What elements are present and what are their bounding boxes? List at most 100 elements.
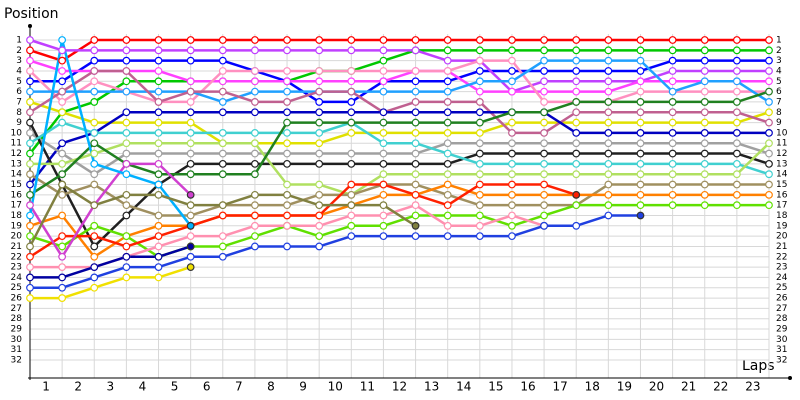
position-marker [508, 87, 516, 96]
position-marker [668, 159, 677, 168]
position-marker [668, 129, 677, 137]
position-marker [218, 108, 227, 117]
position-marker [475, 129, 484, 137]
position-marker [315, 129, 324, 137]
position-marker [347, 232, 356, 241]
position-marker [58, 36, 67, 44]
position-marker [411, 190, 420, 199]
position-marker [700, 46, 709, 55]
position-marker [700, 98, 709, 106]
position-marker [475, 87, 484, 96]
position-marker [26, 87, 34, 96]
position-marker [154, 98, 163, 106]
position-marker [475, 221, 484, 230]
position-marker [379, 232, 388, 241]
position-marker [283, 159, 291, 168]
position-marker [475, 211, 484, 220]
position-marker [347, 129, 356, 137]
position-marker [26, 221, 34, 230]
y-tick-label: 7 [16, 97, 22, 107]
position-marker [604, 190, 613, 199]
position-marker [90, 149, 99, 158]
position-marker [154, 263, 163, 271]
position-marker [475, 190, 484, 199]
position-marker [475, 139, 484, 148]
position-marker [283, 242, 291, 251]
y-tick-label-right: 29 [776, 325, 788, 335]
position-marker [540, 108, 548, 117]
position-marker [122, 159, 131, 168]
position-marker [604, 170, 613, 179]
position-marker [540, 56, 548, 65]
position-marker [604, 139, 613, 148]
position-marker [443, 118, 452, 127]
y-tick-label-right: 15 [776, 180, 787, 190]
position-marker [122, 77, 131, 86]
position-marker [636, 98, 645, 106]
position-marker [122, 201, 131, 210]
series-line [29, 203, 769, 259]
position-marker [379, 139, 388, 148]
y-tick-label: 3 [16, 56, 22, 66]
y-tick-label: 21 [11, 242, 22, 252]
position-marker [347, 46, 356, 55]
position-marker [154, 46, 163, 55]
position-marker [765, 201, 773, 210]
position-marker [700, 170, 709, 179]
position-marker [58, 77, 67, 86]
position-marker [154, 87, 163, 96]
position-marker [26, 211, 34, 220]
y-tick-label-right: 6 [776, 87, 782, 97]
position-marker [411, 77, 420, 86]
position-marker [347, 159, 356, 168]
position-marker [572, 129, 581, 137]
x-tick-label: 3 [107, 380, 115, 394]
position-marker [186, 108, 195, 117]
series-line [29, 59, 769, 104]
y-tick-label: 4 [16, 66, 22, 76]
position-marker [122, 36, 131, 44]
position-marker [90, 87, 99, 96]
position-marker [732, 190, 741, 199]
position-marker [636, 180, 645, 189]
x-tick-label: 6 [203, 380, 211, 394]
y-tick-label: 24 [11, 273, 23, 283]
position-marker [122, 263, 131, 271]
position-marker [186, 201, 195, 210]
position-marker [700, 56, 709, 65]
position-marker [572, 170, 581, 179]
position-marker [58, 263, 67, 271]
position-marker [379, 201, 388, 210]
position-marker [636, 56, 645, 65]
position-marker [668, 118, 677, 127]
series-line [30, 59, 770, 104]
position-marker [347, 180, 356, 189]
x-tick-label: 23 [745, 380, 760, 394]
position-marker [443, 221, 452, 230]
position-marker [475, 118, 484, 127]
position-marker [58, 232, 67, 241]
position-marker [122, 67, 131, 75]
position-marker [26, 232, 34, 241]
position-marker [90, 242, 99, 251]
position-marker [283, 36, 291, 44]
position-marker [604, 118, 613, 127]
x-axis-title: Laps [742, 358, 775, 374]
position-marker [732, 118, 741, 127]
position-marker [315, 201, 324, 210]
position-marker [122, 56, 131, 65]
position-marker [443, 211, 452, 220]
position-marker [218, 139, 227, 148]
position-marker [508, 77, 516, 86]
position-marker [411, 98, 420, 106]
position-marker [283, 211, 291, 220]
position-marker [90, 129, 99, 137]
series-line [29, 183, 769, 259]
position-marker [411, 108, 420, 117]
x-tick-label: 1 [42, 380, 50, 394]
position-marker [218, 201, 227, 210]
position-marker [443, 190, 452, 199]
position-marker [26, 294, 34, 302]
position-marker [540, 170, 548, 179]
x-tick-label: 2 [74, 380, 82, 394]
